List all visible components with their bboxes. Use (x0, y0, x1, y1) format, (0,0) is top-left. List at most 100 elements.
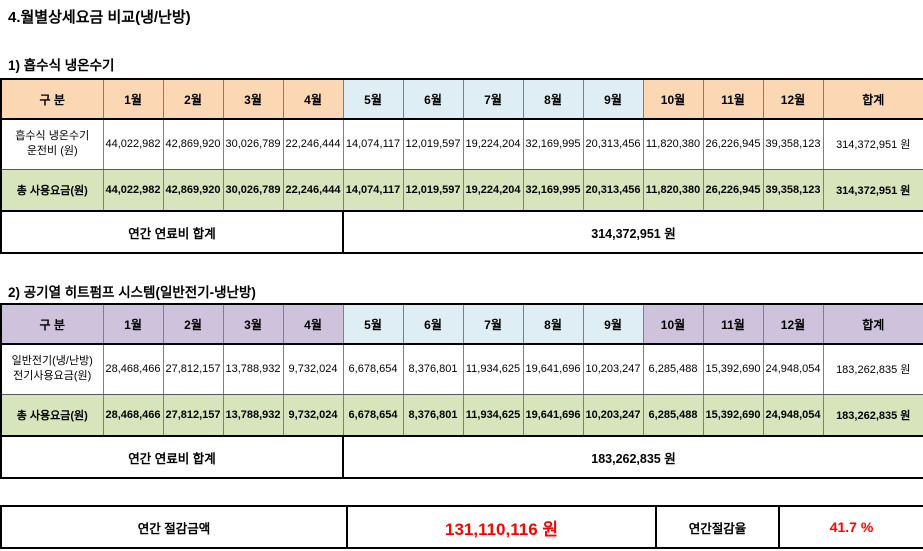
table-heat-pump: 구 분 1월 2월 3월 4월 5월 6월 7월 8월 9월 10월 11월 1… (0, 303, 923, 479)
value-cell: 19,224,204 (462, 118, 524, 170)
value-cell: 15,392,690 (702, 393, 764, 437)
table2-electricity-cost-row: 일반전기(냉/난방) 전기사용요금(원) 28,468,466 27,812,1… (0, 343, 923, 395)
table1-header-month-11: 11월 (702, 78, 764, 120)
value-cell: 13,788,932 (222, 393, 284, 437)
table1-header-gubun: 구 분 (0, 78, 104, 120)
value-cell: 27,812,157 (162, 343, 224, 395)
value-cell: 9,732,024 (282, 343, 344, 395)
value-cell: 19,641,696 (522, 343, 584, 395)
value-cell: 42,869,920 (162, 118, 224, 170)
value-cell: 30,026,789 (222, 118, 284, 170)
table2-header-row: 구 분 1월 2월 3월 4월 5월 6월 7월 8월 9월 10월 11월 1… (0, 303, 923, 345)
page-title: 4.월별상세요금 비교(냉/난방) (8, 9, 191, 26)
table1-header-month-1: 1월 (102, 78, 164, 120)
value-cell: 11,820,380 (642, 168, 704, 212)
value-cell: 6,285,488 (642, 393, 704, 437)
value-cell: 6,285,488 (642, 343, 704, 395)
value-cell: 28,468,466 (102, 343, 164, 395)
annual-savings-label: 연간 절감금액 (0, 505, 348, 549)
value-cell: 20,313,456 (582, 168, 644, 212)
table2-row1-label: 일반전기(냉/난방) 전기사용요금(원) (0, 343, 104, 395)
value-cell: 39,358,123 (762, 168, 824, 212)
table2-header-month-12: 12월 (762, 303, 824, 345)
annual-savings-amount: 131,110,116 원 (346, 505, 657, 549)
table2-header-gubun: 구 분 (0, 303, 104, 345)
table2-header-month-4: 4월 (282, 303, 344, 345)
table2-row1-total: 183,262,835 원 (822, 343, 923, 395)
value-cell: 28,468,466 (102, 393, 164, 437)
table1-row2-label: 총 사용요금(원) (0, 168, 104, 212)
value-cell: 24,948,054 (762, 343, 824, 395)
annual-savings-rate-value: 41.7 % (778, 505, 923, 549)
value-cell: 32,169,995 (522, 118, 584, 170)
value-cell: 9,732,024 (282, 393, 344, 437)
value-cell: 15,392,690 (702, 343, 764, 395)
value-cell: 12,019,597 (402, 118, 464, 170)
value-cell: 12,019,597 (402, 168, 464, 212)
table2-footer-value: 183,262,835 원 (342, 435, 923, 479)
value-cell: 13,788,932 (222, 343, 284, 395)
table2-row2-label: 총 사용요금(원) (0, 393, 104, 437)
value-cell: 42,869,920 (162, 168, 224, 212)
value-cell: 19,224,204 (462, 168, 524, 212)
value-cell: 22,246,444 (282, 168, 344, 212)
value-cell: 20,313,456 (582, 118, 644, 170)
table2-annual-fuel-row: 연간 연료비 합계 183,262,835 원 (0, 435, 923, 479)
table2-header-total: 합계 (822, 303, 923, 345)
value-cell: 8,376,801 (402, 343, 464, 395)
table2-header-month-5: 5월 (342, 303, 404, 345)
table2-header-month-9: 9월 (582, 303, 644, 345)
table1-total-usage-row: 총 사용요금(원) 44,022,982 42,869,920 30,026,7… (0, 168, 923, 212)
section2-title: 2) 공기열 히트펌프 시스템(일반전기-냉난방) (8, 285, 256, 300)
table2-header-month-1: 1월 (102, 303, 164, 345)
value-cell: 10,203,247 (582, 393, 644, 437)
table1-header-total: 합계 (822, 78, 923, 120)
table1-operating-cost-row: 흡수식 냉온수기 운전비 (원) 44,022,982 42,869,920 3… (0, 118, 923, 170)
table1-footer-label: 연간 연료비 합계 (0, 210, 344, 254)
value-cell: 32,169,995 (522, 168, 584, 212)
value-cell: 11,820,380 (642, 118, 704, 170)
table1-header-month-10: 10월 (642, 78, 704, 120)
table1-header-row: 구 분 1월 2월 3월 4월 5월 6월 7월 8월 9월 10월 11월 1… (0, 78, 923, 120)
table1-header-month-9: 9월 (582, 78, 644, 120)
table2-header-month-7: 7월 (462, 303, 524, 345)
annual-savings-rate-label: 연간절감율 (655, 505, 780, 549)
table2-header-month-3: 3월 (222, 303, 284, 345)
table1-header-month-3: 3월 (222, 78, 284, 120)
table1-row2-total: 314,372,951 원 (822, 168, 923, 212)
value-cell: 6,678,654 (342, 343, 404, 395)
table2-header-month-2: 2월 (162, 303, 224, 345)
table2-header-month-10: 10월 (642, 303, 704, 345)
table1-header-month-8: 8월 (522, 78, 584, 120)
table1-row1-label: 흡수식 냉온수기 운전비 (원) (0, 118, 104, 170)
value-cell: 11,934,625 (462, 343, 524, 395)
table2-footer-label: 연간 연료비 합계 (0, 435, 344, 479)
table1-footer-value: 314,372,951 원 (342, 210, 923, 254)
table1-header-month-4: 4월 (282, 78, 344, 120)
annual-savings-row: 연간 절감금액 131,110,116 원 연간절감율 41.7 % (0, 505, 923, 549)
value-cell: 27,812,157 (162, 393, 224, 437)
table2-header-month-11: 11월 (702, 303, 764, 345)
value-cell: 8,376,801 (402, 393, 464, 437)
table2-row2-total: 183,262,835 원 (822, 393, 923, 437)
value-cell: 14,074,117 (342, 168, 404, 212)
value-cell: 19,641,696 (522, 393, 584, 437)
table1-row1-total: 314,372,951 원 (822, 118, 923, 170)
table1-header-month-5: 5월 (342, 78, 404, 120)
value-cell: 24,948,054 (762, 393, 824, 437)
value-cell: 14,074,117 (342, 118, 404, 170)
table2-header-month-8: 8월 (522, 303, 584, 345)
table1-header-month-7: 7월 (462, 78, 524, 120)
value-cell: 30,026,789 (222, 168, 284, 212)
annual-savings-table: 연간 절감금액 131,110,116 원 연간절감율 41.7 % (0, 505, 923, 549)
value-cell: 11,934,625 (462, 393, 524, 437)
value-cell: 44,022,982 (102, 168, 164, 212)
value-cell: 26,226,945 (702, 168, 764, 212)
value-cell: 44,022,982 (102, 118, 164, 170)
value-cell: 10,203,247 (582, 343, 644, 395)
value-cell: 6,678,654 (342, 393, 404, 437)
value-cell: 26,226,945 (702, 118, 764, 170)
table2-header-month-6: 6월 (402, 303, 464, 345)
value-cell: 39,358,123 (762, 118, 824, 170)
table1-header-month-2: 2월 (162, 78, 224, 120)
